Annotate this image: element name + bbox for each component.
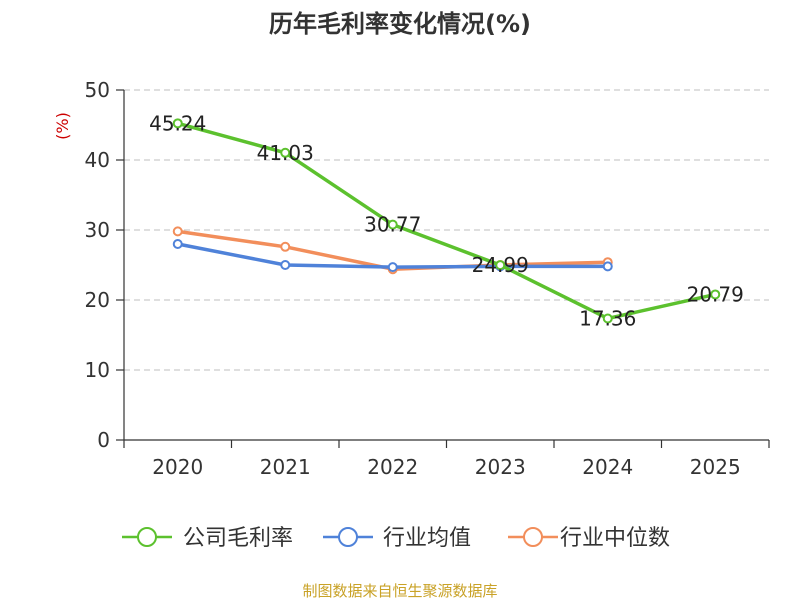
legend-label-2: 行业中位数 [560,526,670,551]
x-tick-label-2020: 2020 [152,455,203,479]
point-0-2025 [710,289,721,300]
point-2-2020 [172,226,183,237]
y-axis-label: (%) [53,112,72,140]
data-label-2023: 24.99 [472,253,529,277]
legend-marker-1 [338,527,358,547]
y-tick-label-30: 30 [85,218,110,242]
x-tick-label-2024: 2024 [582,455,633,479]
y-tick-label-20: 20 [85,288,110,312]
data-label-2020: 45.24 [149,111,206,135]
data-label-2024: 17.36 [579,306,636,330]
series-1 [172,239,613,273]
legend-label-0: 公司毛利率 [183,526,293,551]
x-tick-label-2025: 2025 [690,455,741,479]
x-tick-label-2021: 2021 [260,455,311,479]
legend-item-2[interactable]: 行业中位数 [508,526,670,551]
x-tick-label-2023: 2023 [475,455,526,479]
point-0-2021 [280,147,291,158]
x-ticks: 2020 2021 2022 2023 2024 2025 [123,440,770,479]
data-label-2025: 20.79 [687,282,744,306]
legend-item-0[interactable]: 公司毛利率 [122,526,293,551]
series-line-0 [177,121,716,321]
y-ticks: 0 10 20 30 40 50 [85,78,124,452]
point-1-2020 [172,239,183,249]
point-1-2021 [280,260,291,270]
legend-marker-2 [523,527,543,547]
grid-lines [124,89,769,371]
y-tick-label-40: 40 [85,148,110,172]
data-labels: 45.24 41.03 30.77 24.99 17.36 20.79 [149,111,744,330]
data-label-2021: 41.03 [257,141,314,165]
chart-title: 历年毛利率变化情况(%) [269,10,531,38]
y-tick-label-10: 10 [85,358,110,382]
y-tick-label-0: 0 [97,428,110,452]
point-0-2023 [495,260,506,271]
point-1-2024 [602,261,613,272]
source-note: 制图数据来自恒生聚源数据库 [302,582,497,600]
series-0 [172,118,721,324]
series-group [172,118,721,324]
data-label-2022: 30.77 [364,213,421,237]
x-tick-label-2022: 2022 [367,455,418,479]
point-0-2020 [172,118,183,129]
legend-marker-0 [137,527,157,547]
legend-label-1: 行业均值 [383,526,471,551]
point-0-2024 [602,313,613,324]
point-2-2021 [280,241,291,252]
legend[interactable]: 公司毛利率 行业均值 行业中位数 [122,526,670,551]
point-0-2022 [387,219,398,230]
legend-item-1[interactable]: 行业均值 [323,526,471,551]
point-1-2022 [387,262,398,273]
y-tick-label-50: 50 [85,78,110,102]
